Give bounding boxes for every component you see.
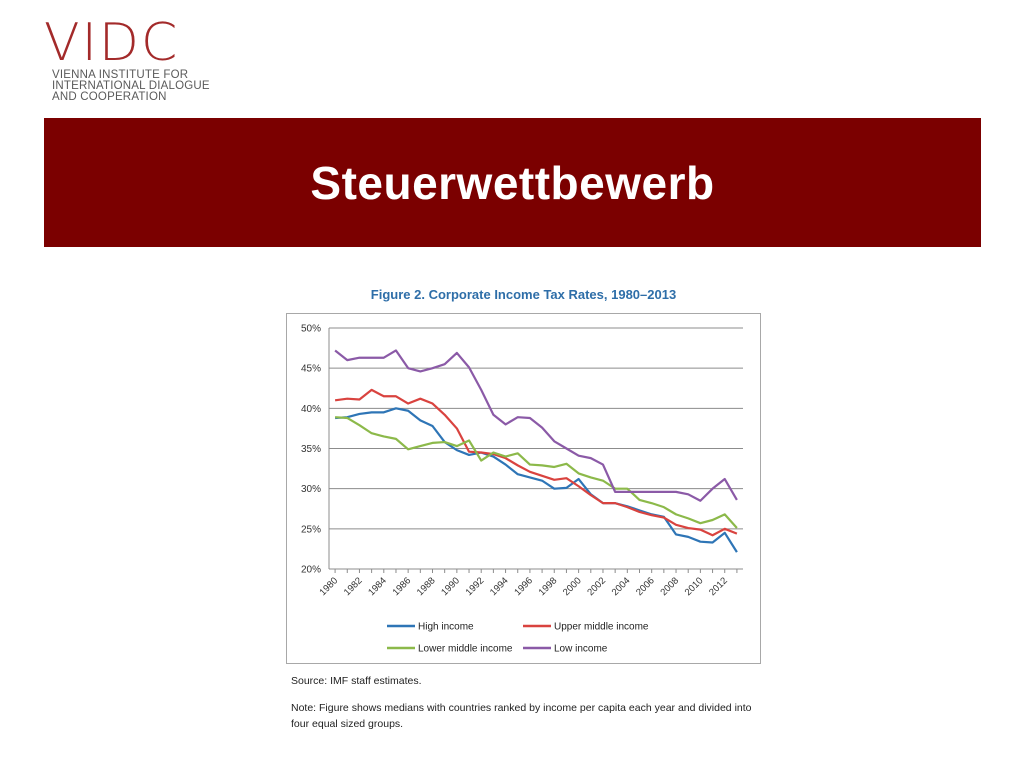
x-tick-label: 1986	[391, 575, 414, 598]
vidc-logo: VIDC VIENNA INSTITUTE FOR INTERNATIONAL …	[44, 16, 224, 103]
series-line	[335, 416, 738, 529]
x-tick-label: 1996	[512, 575, 535, 598]
legend-label: Lower middle income	[418, 644, 513, 655]
title-banner: Steuerwettbewerb	[44, 118, 981, 247]
y-tick-label: 20%	[301, 565, 321, 576]
figure-title: Figure 2. Corporate Income Tax Rates, 19…	[370, 287, 677, 302]
legend-label: High income	[418, 622, 474, 633]
logo-line: VIENNA INSTITUTE FOR	[52, 69, 189, 81]
x-tick-label: 1992	[464, 575, 487, 598]
y-tick-label: 25%	[301, 524, 321, 535]
slide-title: Steuerwettbewerb	[310, 156, 715, 209]
legend-label: Upper middle income	[554, 622, 649, 633]
x-tick-label: 2012	[707, 575, 730, 598]
line-chart: 20% 25% 30% 35% 40% 45% 50% 1980 1982 1984 1986 198…	[301, 324, 743, 655]
logo-subtitle: VIENNA INSTITUTE FOR INTERNATIONAL DIALO…	[52, 69, 224, 103]
x-tick-label: 2008	[658, 575, 681, 598]
y-tick-label: 30%	[301, 484, 321, 495]
y-tick-label: 50%	[301, 324, 321, 335]
logo-line: AND COOPERATION	[52, 91, 167, 103]
y-tick-label: 45%	[301, 364, 321, 375]
x-tick-label: 2010	[683, 575, 706, 598]
figure-note: Note: Figure shows medians with countrie…	[291, 702, 752, 730]
logo-line: INTERNATIONAL DIALOGUE	[52, 80, 210, 92]
series-line	[334, 388, 738, 537]
x-tick-label: 1984	[366, 575, 389, 598]
series-line	[335, 407, 738, 553]
figure-source: Source: IMF staff estimates.	[291, 675, 422, 687]
legend-label: Low income	[554, 644, 608, 655]
x-tick-label: 1994	[488, 575, 511, 598]
x-tick-label: 1980	[317, 575, 340, 598]
logo-mark: VIDC	[44, 13, 180, 73]
x-tick-label: 1982	[342, 575, 365, 598]
x-tick-label: 2006	[634, 575, 657, 598]
x-tick-label: 1990	[439, 575, 462, 598]
y-tick-label: 35%	[301, 444, 321, 455]
x-tick-label: 1988	[415, 575, 438, 598]
chart-frame: 20% 25% 30% 35% 40% 45% 50% 1980 1982 1984 1986 198…	[286, 313, 761, 664]
x-tick-label: 2004	[610, 575, 633, 598]
x-tick-label: 1998	[537, 575, 560, 598]
x-tick-label: 2000	[561, 575, 584, 598]
series-line	[334, 349, 738, 502]
x-tick-label: 2002	[585, 575, 608, 598]
y-tick-label: 40%	[301, 404, 321, 415]
